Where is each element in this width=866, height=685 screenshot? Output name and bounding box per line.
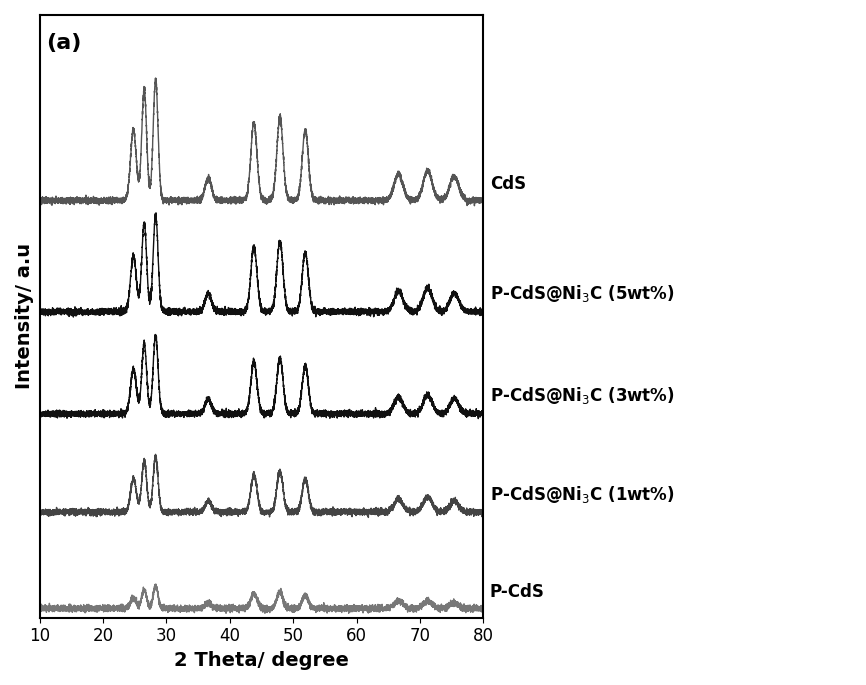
Text: CdS: CdS bbox=[490, 175, 526, 193]
Text: P-CdS: P-CdS bbox=[490, 583, 545, 601]
Text: P-CdS@Ni$_3$C (5wt%): P-CdS@Ni$_3$C (5wt%) bbox=[490, 284, 675, 304]
Text: P-CdS@Ni$_3$C (3wt%): P-CdS@Ni$_3$C (3wt%) bbox=[490, 385, 675, 406]
Text: P-CdS@Ni$_3$C (1wt%): P-CdS@Ni$_3$C (1wt%) bbox=[490, 484, 675, 505]
Y-axis label: Intensity/ a.u: Intensity/ a.u bbox=[15, 243, 34, 390]
X-axis label: 2 Theta/ degree: 2 Theta/ degree bbox=[174, 651, 349, 670]
Text: (a): (a) bbox=[46, 33, 81, 53]
